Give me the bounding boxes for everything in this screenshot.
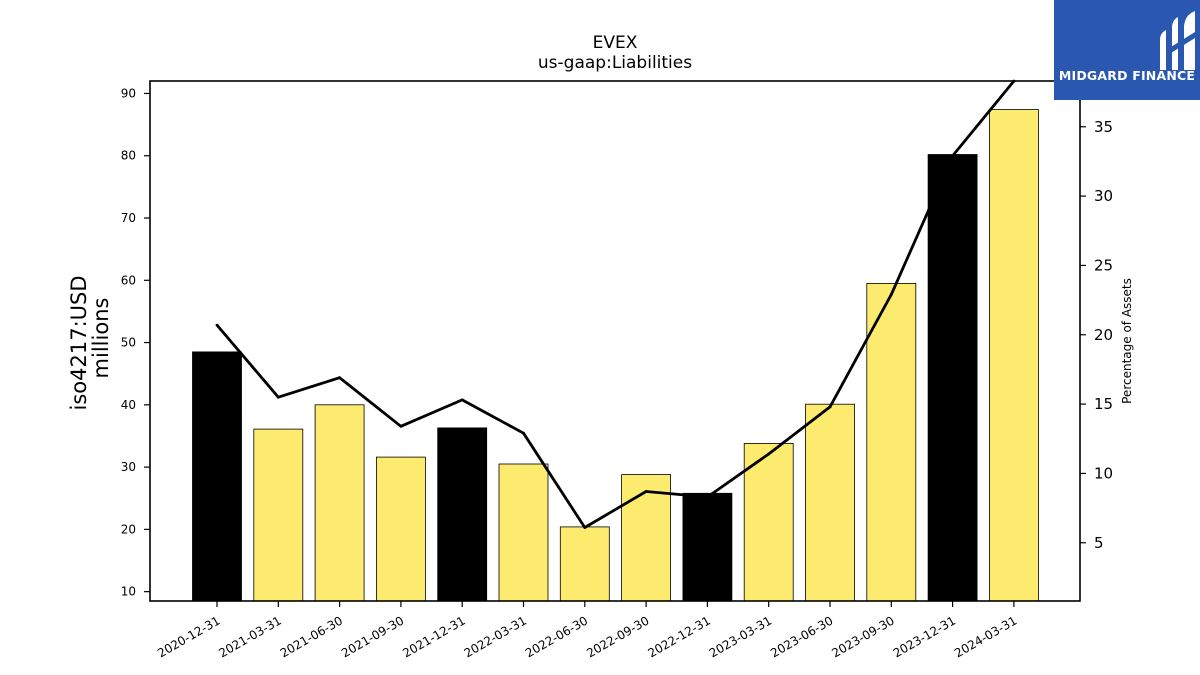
right-axis: 5 10 15 20 25 30 35 (1080, 118, 1113, 552)
logo-mark-icon (1160, 11, 1195, 70)
x-tick-label: 2023-06-30 (768, 613, 835, 660)
line-point (951, 154, 954, 158)
left-tick-label: 80 (121, 149, 136, 163)
right-tick-label: 25 (1094, 256, 1113, 274)
y-axis-label-left-line2: millions (89, 298, 113, 379)
x-tick-label: 2023-12-31 (891, 613, 958, 660)
line-point (399, 424, 403, 428)
x-axis: 2020-12-312021-03-312021-06-302021-09-30… (155, 601, 1019, 660)
bar (314, 404, 365, 602)
x-tick-label: 2021-09-30 (339, 613, 406, 660)
y-axis-label-right: Percentage of Assets (1120, 278, 1134, 404)
x-tick-label: 2020-12-31 (155, 613, 222, 660)
bar (192, 351, 242, 602)
x-tick-label: 2021-03-31 (216, 613, 283, 660)
bar (805, 403, 855, 602)
line-point (644, 490, 648, 493)
bar (866, 282, 917, 602)
left-tick-label: 60 (121, 273, 136, 287)
right-tick-label: 20 (1094, 326, 1113, 344)
left-axis: 10 20 30 40 50 60 70 80 90 (121, 86, 150, 599)
bar (989, 109, 1039, 602)
bars-layer (192, 109, 1039, 602)
x-tick-label: 2022-06-30 (523, 613, 590, 660)
chart-subtitle: us-gaap:Liabilities (538, 53, 692, 73)
logo-text: MIDGARD FINANCE (1058, 68, 1196, 83)
line-point (460, 398, 464, 402)
left-tick-label: 10 (121, 585, 136, 599)
line-point (215, 323, 219, 327)
line-point (276, 395, 280, 399)
right-tick-label: 15 (1094, 395, 1113, 413)
bar (743, 442, 794, 602)
x-tick-label: 2021-06-30 (278, 613, 345, 660)
line-point (706, 495, 709, 499)
series-line (215, 80, 1015, 529)
line-point (889, 293, 893, 296)
right-tick-label: 10 (1094, 464, 1113, 482)
x-tick-label: 2021-12-31 (400, 613, 467, 660)
right-tick-label: 5 (1094, 534, 1104, 552)
line-point (767, 452, 771, 456)
left-tick-label: 30 (121, 460, 136, 474)
left-tick-label: 40 (121, 398, 136, 412)
bar (559, 526, 610, 602)
left-tick-label: 70 (121, 211, 136, 225)
chart-title: EVEX (593, 33, 638, 53)
y-axis-label-left-line1: iso4217:USD (67, 275, 91, 410)
left-tick-label: 20 (121, 522, 136, 536)
plot-frame (149, 80, 1081, 602)
brand-logo: MIDGARD FINANCE (1054, 0, 1200, 100)
bar (253, 428, 304, 602)
x-tick-label: 2023-09-30 (829, 613, 896, 660)
bar (927, 154, 978, 602)
left-tick-label: 50 (121, 336, 136, 350)
x-tick-label: 2022-09-30 (584, 613, 651, 660)
line-layer (215, 79, 1016, 529)
bar (375, 456, 426, 602)
line-point (338, 376, 341, 380)
line-point (522, 431, 525, 435)
x-tick-label: 2022-03-31 (462, 613, 529, 660)
x-tick-label: 2024-03-31 (952, 613, 1019, 660)
left-tick-label: 90 (121, 86, 136, 100)
x-tick-label: 2023-03-31 (707, 613, 774, 660)
x-tick-label: 2022-12-31 (645, 613, 712, 660)
right-tick-label: 30 (1094, 187, 1113, 205)
line-point (583, 526, 587, 529)
bar (682, 492, 733, 602)
bar (437, 427, 488, 602)
line-point (828, 405, 832, 409)
bar (621, 474, 671, 602)
right-tick-label: 35 (1094, 118, 1113, 136)
bar (498, 463, 549, 602)
